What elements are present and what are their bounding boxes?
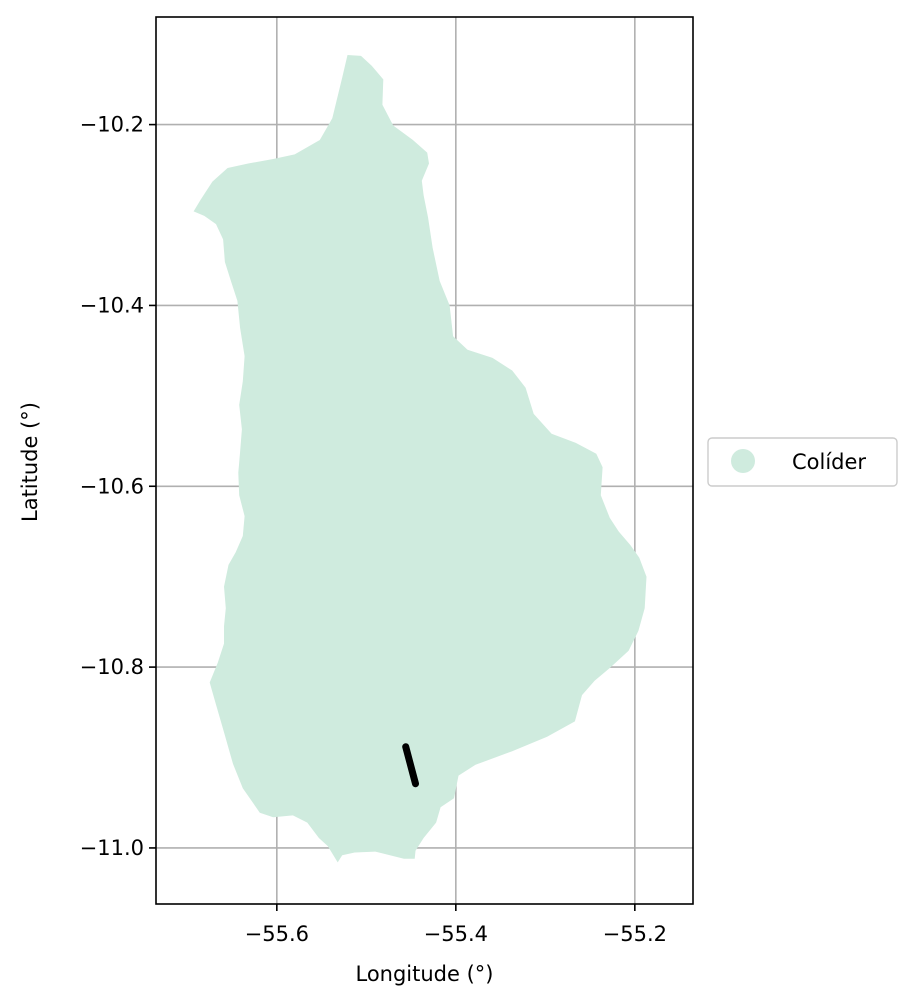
legend: Colíder (707, 437, 898, 487)
region-polygon (193, 55, 647, 863)
x-tick-label: −55.6 (245, 922, 309, 946)
y-tick-label: −10.4 (80, 293, 144, 317)
x-tick-label: −55.4 (424, 922, 488, 946)
y-tick-label: −10.8 (80, 655, 144, 679)
y-axis-label: Latitude (°) (18, 402, 42, 522)
y-tick-label: −10.2 (80, 113, 144, 137)
y-tick-label: −10.6 (80, 474, 144, 498)
legend-label: Colíder (792, 450, 866, 474)
x-tick-label: −55.2 (603, 922, 667, 946)
y-tick-label: −11.0 (80, 836, 144, 860)
plot-frame (155, 16, 694, 905)
line-feature (402, 743, 419, 788)
x-axis-label: Longitude (°) (355, 962, 493, 986)
legend-frame (707, 437, 898, 487)
ticks: −55.6 −55.4 −55.2 −10.2 −10.4 −10.6 −10.8 −11.0 (80, 113, 667, 946)
legend-marker (731, 449, 755, 473)
